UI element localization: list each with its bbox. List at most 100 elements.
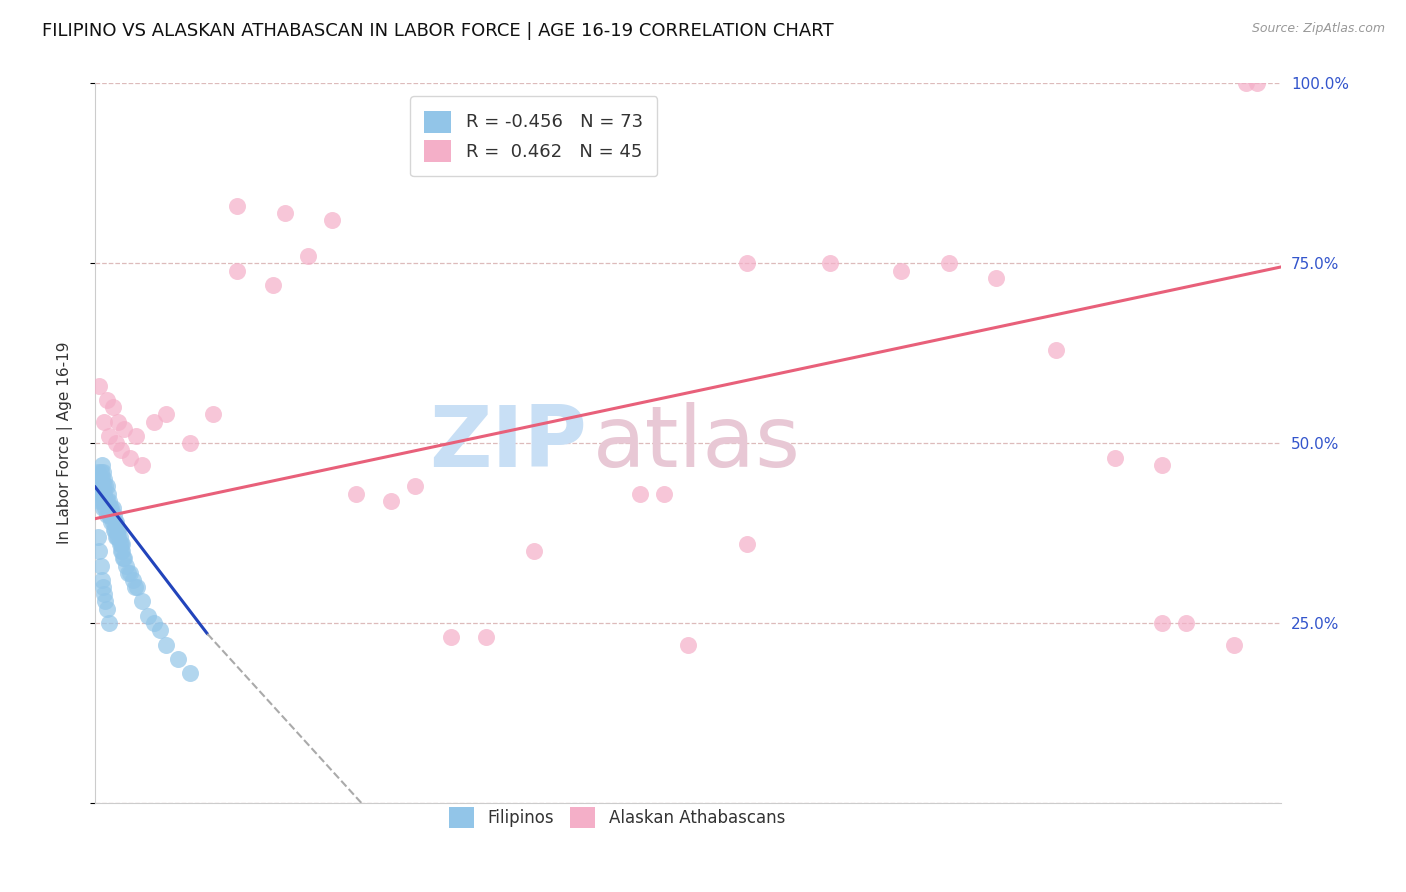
Point: [94, 594, 117, 608]
Point: [131, 594, 153, 608]
Point: [90, 458, 112, 472]
Point: [101, 516, 124, 530]
Point: [89, 493, 111, 508]
Point: [91, 465, 114, 479]
Point: [107, 523, 129, 537]
Point: [273, 206, 295, 220]
Point: [105, 436, 128, 450]
Point: [1045, 343, 1067, 357]
Point: [90, 479, 112, 493]
Point: [108, 537, 131, 551]
Point: [120, 450, 142, 465]
Point: [404, 479, 426, 493]
Point: [143, 415, 166, 429]
Point: [105, 516, 128, 530]
Point: [90, 493, 112, 508]
Point: [226, 199, 249, 213]
Point: [97, 493, 120, 508]
Point: [179, 436, 201, 450]
Point: [94, 500, 117, 515]
Legend: Filipinos, Alaskan Athabascans: Filipinos, Alaskan Athabascans: [441, 800, 792, 834]
Point: [96, 479, 118, 493]
Point: [103, 523, 125, 537]
Point: [986, 270, 1008, 285]
Point: [297, 249, 319, 263]
Point: [440, 631, 463, 645]
Point: [155, 638, 177, 652]
Point: [111, 544, 134, 558]
Point: [87, 465, 110, 479]
Y-axis label: In Labor Force | Age 16-19: In Labor Force | Age 16-19: [58, 342, 73, 544]
Point: [1246, 77, 1268, 91]
Point: [676, 638, 699, 652]
Point: [105, 523, 128, 537]
Point: [89, 472, 111, 486]
Point: [91, 500, 114, 515]
Point: [90, 558, 112, 573]
Point: [98, 500, 121, 515]
Point: [93, 493, 115, 508]
Point: [100, 500, 122, 515]
Point: [97, 486, 120, 500]
Point: [94, 493, 117, 508]
Point: [101, 401, 124, 415]
Point: [890, 263, 912, 277]
Point: [98, 508, 121, 523]
Point: [96, 392, 118, 407]
Point: [735, 537, 758, 551]
Point: [97, 616, 120, 631]
Point: [108, 530, 131, 544]
Point: [121, 573, 143, 587]
Point: [97, 508, 120, 523]
Point: [149, 624, 172, 638]
Point: [90, 465, 112, 479]
Point: [630, 486, 652, 500]
Point: [321, 213, 343, 227]
Point: [104, 523, 127, 537]
Point: [110, 537, 132, 551]
Point: [104, 516, 127, 530]
Point: [112, 422, 135, 436]
Point: [380, 493, 402, 508]
Point: [91, 479, 114, 493]
Point: [91, 580, 114, 594]
Point: [93, 415, 115, 429]
Point: [96, 508, 118, 523]
Point: [89, 378, 111, 392]
Point: [114, 558, 136, 573]
Point: [820, 256, 842, 270]
Point: [179, 666, 201, 681]
Point: [101, 500, 124, 515]
Point: [105, 530, 128, 544]
Point: [127, 580, 149, 594]
Text: ZIP: ZIP: [429, 401, 588, 484]
Point: [112, 551, 135, 566]
Point: [202, 408, 225, 422]
Point: [93, 472, 115, 486]
Point: [1152, 616, 1174, 631]
Point: [262, 277, 284, 292]
Point: [96, 601, 118, 615]
Text: FILIPINO VS ALASKAN ATHABASCAN IN LABOR FORCE | AGE 16-19 CORRELATION CHART: FILIPINO VS ALASKAN ATHABASCAN IN LABOR …: [42, 22, 834, 40]
Point: [89, 544, 111, 558]
Point: [107, 415, 129, 429]
Point: [103, 508, 125, 523]
Point: [107, 530, 129, 544]
Point: [105, 530, 128, 544]
Point: [87, 486, 110, 500]
Point: [652, 486, 675, 500]
Point: [125, 429, 148, 443]
Text: Source: ZipAtlas.com: Source: ZipAtlas.com: [1251, 22, 1385, 36]
Point: [1234, 77, 1257, 91]
Point: [117, 566, 139, 580]
Point: [735, 256, 758, 270]
Point: [110, 544, 132, 558]
Point: [136, 608, 159, 623]
Point: [166, 652, 188, 666]
Point: [1222, 638, 1244, 652]
Point: [938, 256, 960, 270]
Point: [143, 616, 166, 631]
Point: [120, 566, 142, 580]
Point: [475, 631, 498, 645]
Point: [94, 479, 117, 493]
